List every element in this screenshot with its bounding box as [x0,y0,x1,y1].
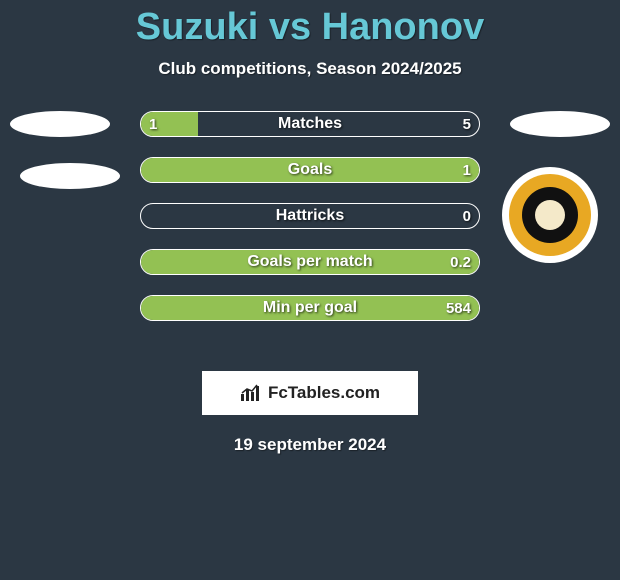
team-left-logo-ellipse-bottom [20,163,120,189]
stat-label: Goals per match [141,250,479,274]
stat-label: Min per goal [141,296,479,320]
snapshot-date: 19 september 2024 [0,435,620,455]
badge-ring [509,174,591,256]
stat-right-value: 584 [446,296,471,320]
page-title: Suzuki vs Hanonov [0,0,620,49]
stat-bar-hattricks: Hattricks 0 [140,203,480,229]
badge-center [535,200,565,230]
chart-bars-icon [240,384,262,402]
stat-right-value: 5 [463,112,471,136]
badge-inner [522,187,578,243]
stat-bar-goals-per-match: Goals per match 0.2 [140,249,480,275]
brand-logo-box[interactable]: FcTables.com [202,371,418,415]
stat-label: Matches [141,112,479,136]
stat-right-value: 0.2 [450,250,471,274]
comparison-chart: 1 Matches 5 Goals 1 Hattricks 0 Goals pe… [0,111,620,351]
stat-bar-min-per-goal: Min per goal 584 [140,295,480,321]
team-right-badge [502,167,598,263]
team-right-logo-ellipse [510,111,610,137]
stat-right-value: 1 [463,158,471,182]
team-left-logo-ellipse-top [10,111,110,137]
page-subtitle: Club competitions, Season 2024/2025 [0,59,620,79]
stat-bar-goals: Goals 1 [140,157,480,183]
stat-label: Hattricks [141,204,479,228]
stat-bar-matches: 1 Matches 5 [140,111,480,137]
stat-right-value: 0 [463,204,471,228]
brand-text: FcTables.com [268,383,380,403]
stat-label: Goals [141,158,479,182]
